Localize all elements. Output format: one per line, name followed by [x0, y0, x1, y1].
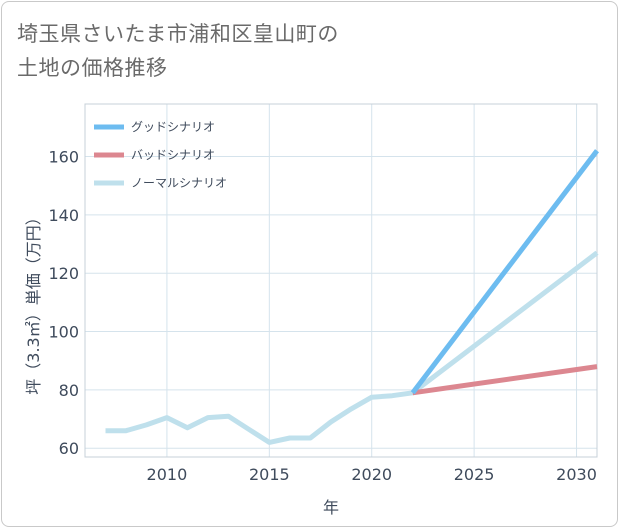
series-line-1 — [410, 149, 599, 395]
legend-label-1: グッドシナリオ — [131, 120, 215, 134]
series-layer — [105, 149, 599, 445]
chart-title: 埼玉県さいたま市浦和区皇山町の 土地の価格推移 — [17, 17, 339, 85]
x-tick-label-2010: 2010 — [147, 465, 188, 484]
y-tick-label-80: 80 — [59, 381, 79, 400]
y-tick-label-100: 100 — [48, 323, 79, 342]
y-tick-label-60: 60 — [59, 439, 79, 458]
tick-labels: 2010 2015 2020 2025 2030 60 80 100 120 140 160 — [48, 148, 596, 484]
x-tick-label-2025: 2025 — [454, 465, 495, 484]
x-tick-label-2030: 2030 — [556, 465, 597, 484]
title-line-2: 土地の価格推移 — [17, 56, 168, 80]
y-tick-label-140: 140 — [48, 206, 79, 225]
series-line-2 — [412, 364, 598, 396]
x-tick-label-2015: 2015 — [249, 465, 290, 484]
grid — [85, 104, 597, 457]
x-axis-label: 年 — [323, 498, 339, 517]
legend-label-2: バッドシナリオ — [131, 148, 215, 162]
series-line-3 — [105, 250, 599, 445]
y-tick-label-120: 120 — [48, 264, 79, 283]
plot-frame — [84, 103, 598, 458]
y-axis-label: 坪（3.3㎡）単価（万円） — [24, 209, 43, 394]
x-tick-label-2020: 2020 — [351, 465, 392, 484]
title-line-1: 埼玉県さいたま市浦和区皇山町の — [17, 22, 339, 46]
legend-label-3: ノーマルシナリオ — [131, 176, 227, 190]
y-tick-label-160: 160 — [48, 148, 79, 167]
